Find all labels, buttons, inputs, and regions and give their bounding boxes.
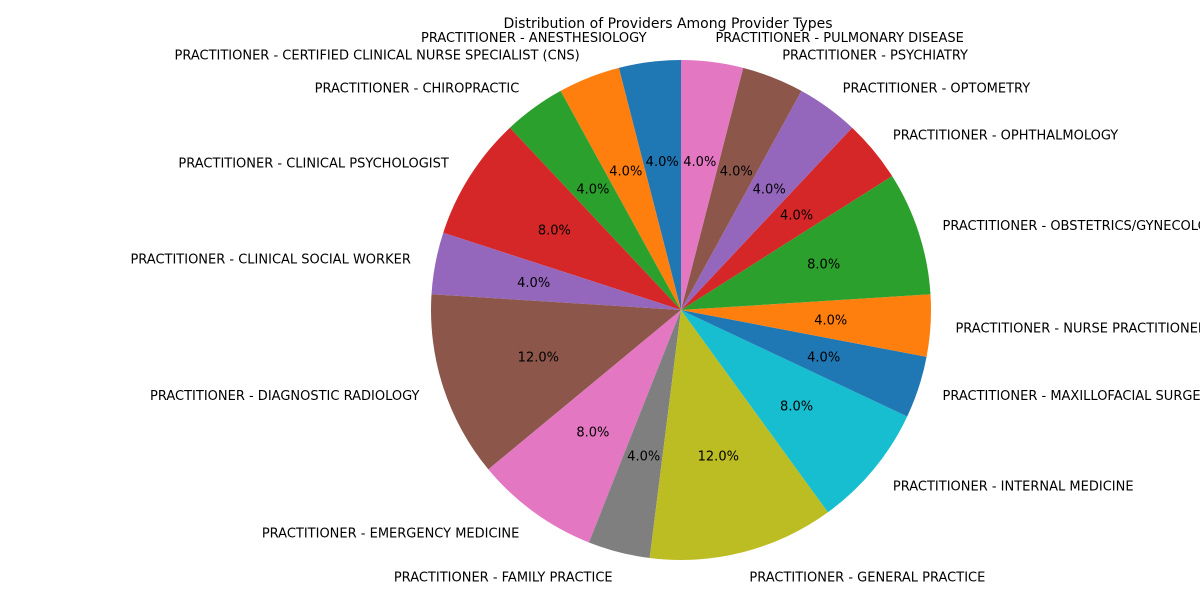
percent-label: 4.0% [814,313,847,328]
pie-slice [509,90,681,310]
pie-slice [681,310,908,513]
slice-label: PRACTITIONER - CLINICAL SOCIAL WORKER [130,252,410,267]
pie-slice [488,310,681,543]
slice-label: PRACTITIONER - CERTIFIED CLINICAL NURSE … [175,48,580,63]
pie-slices [431,60,931,560]
slice-label: PRACTITIONER - PSYCHIATRY [782,48,968,63]
percent-label: 4.0% [576,183,609,198]
slice-label: PRACTITIONER - OBSTETRICS/GYNECOLOGY [943,219,1200,234]
chart-title: Distribution of Providers Among Provider… [504,16,833,32]
pie-slice [681,60,744,310]
pie-slice [618,60,681,310]
pie-slice [649,310,828,560]
percent-label: 8.0% [538,224,571,239]
pie-slice [681,294,931,357]
slice-label: PRACTITIONER - GENERAL PRACTICE [749,570,985,585]
pie-slice [681,67,802,310]
slice-label: PRACTITIONER - DIAGNOSTIC RADIOLOGY [150,389,419,404]
percent-label: 4.0% [627,449,660,464]
pie-slice [588,310,681,559]
pie-slice [681,176,931,310]
pie-slice [560,67,681,310]
percent-label: 4.0% [753,183,786,198]
pie-slice [681,310,927,417]
slice-label: PRACTITIONER - INTERNAL MEDICINE [893,479,1134,494]
slice-label: PRACTITIONER - OPHTHALMOLOGY [893,129,1118,144]
percent-label: 4.0% [720,165,753,180]
percent-label: 4.0% [780,208,813,223]
percent-label: 4.0% [517,276,550,291]
percent-label: 8.0% [576,425,609,440]
percent-label: 8.0% [807,258,840,273]
slice-label: PRACTITIONER - OPTOMETRY [843,82,1031,97]
slice-label: PRACTITIONER - FAMILY PRACTICE [394,570,613,585]
slice-label: PRACTITIONER - ANESTHESIOLOGY [421,31,647,46]
slice-labels: PRACTITIONER - ANESTHESIOLOGY PRACTITIONE… [130,31,1200,585]
percent-label: 4.0% [646,155,679,170]
slice-label: PRACTITIONER - CHIROPRACTIC [315,82,520,97]
percent-labels: 4.0%4.0%4.0%8.0%4.0%12.0%8.0%4.0% 12.0%8.… [517,155,847,464]
percent-label: 12.0% [698,449,739,464]
percent-label: 12.0% [518,350,559,365]
pie-slice [443,127,681,310]
slice-label: PRACTITIONER - NURSE PRACTITIONER [955,321,1200,336]
pie-slice [431,232,681,310]
slice-label: PRACTITIONER - CLINICAL PSYCHOLOGIST [178,157,448,172]
percent-label: 8.0% [780,400,813,415]
slice-label: PRACTITIONER - PULMONARY DISEASE [715,31,963,46]
percent-label: 4.0% [683,155,716,170]
pie-slice [431,294,681,470]
percent-label: 4.0% [609,165,642,180]
percent-label: 4.0% [807,350,840,365]
pie-slice [681,127,893,310]
pie-slice [681,90,853,310]
slice-label: PRACTITIONER - MAXILLOFACIAL SURGERY [943,389,1200,404]
slice-label: PRACTITIONER - EMERGENCY MEDICINE [262,526,520,541]
